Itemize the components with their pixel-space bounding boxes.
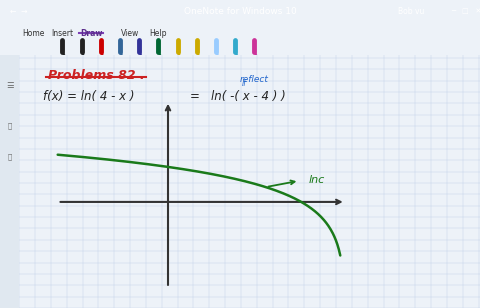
Text: ⏱: ⏱ xyxy=(8,153,12,160)
Text: f(x) = ln( 4 - x ): f(x) = ln( 4 - x ) xyxy=(43,90,135,103)
Text: Draw: Draw xyxy=(80,29,102,38)
Text: Bob vu: Bob vu xyxy=(398,6,425,16)
Text: ☰: ☰ xyxy=(6,81,13,90)
Text: Problems 82 .: Problems 82 . xyxy=(48,69,145,82)
Text: Insert: Insert xyxy=(51,29,73,38)
Bar xyxy=(0,55,19,308)
Text: lnc: lnc xyxy=(309,175,325,184)
Text: OneNote for Windows 10: OneNote for Windows 10 xyxy=(184,6,296,16)
Text: Help: Help xyxy=(150,29,167,38)
Text: if: if xyxy=(241,79,246,88)
Text: View: View xyxy=(120,29,139,38)
Text: ln( -( x - 4 ) ): ln( -( x - 4 ) ) xyxy=(211,90,286,103)
Text: reflect: reflect xyxy=(240,75,269,84)
Text: =: = xyxy=(190,90,200,103)
Text: 🔍: 🔍 xyxy=(8,123,12,129)
Text: ←  →: ← → xyxy=(10,6,27,16)
Text: ─   □   ✕: ─ □ ✕ xyxy=(451,8,480,14)
Text: Home: Home xyxy=(23,29,45,38)
